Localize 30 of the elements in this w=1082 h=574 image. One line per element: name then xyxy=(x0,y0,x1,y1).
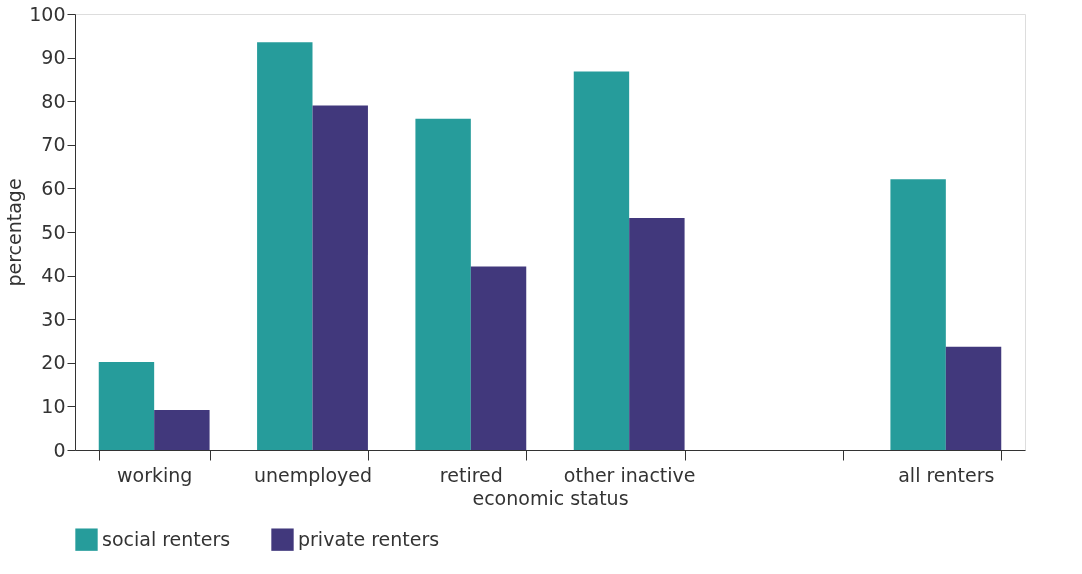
bar xyxy=(945,346,1002,450)
y-tick-label: 10 xyxy=(41,394,66,417)
x-axis-title: economic status xyxy=(472,486,629,509)
y-tick-label: 30 xyxy=(41,307,66,330)
y-tick-label: 90 xyxy=(41,46,66,69)
bar xyxy=(573,71,630,450)
x-tick-label: all renters xyxy=(898,463,995,486)
bar xyxy=(98,361,155,450)
y-tick-label: 40 xyxy=(41,264,66,287)
y-tick-label: 0 xyxy=(53,438,66,461)
y-tick-label: 80 xyxy=(41,89,66,112)
y-tick-label: 20 xyxy=(41,351,66,374)
bar xyxy=(629,218,685,450)
bar xyxy=(415,118,471,450)
x-tick-label: other inactive xyxy=(563,463,696,486)
legend-label: private renters xyxy=(298,527,440,550)
x-tick-label: unemployed xyxy=(253,463,373,486)
bar xyxy=(312,105,368,450)
x-tick-label: retired xyxy=(439,463,503,486)
bar xyxy=(890,179,946,450)
bar xyxy=(154,409,210,450)
y-tick-label: 100 xyxy=(29,2,66,25)
bar xyxy=(257,42,313,450)
y-axis-title: percentage xyxy=(3,178,26,287)
y-tick-label: 70 xyxy=(41,133,66,156)
x-tick-label: working xyxy=(116,463,193,486)
y-tick-label: 60 xyxy=(41,176,66,199)
y-tick-label: 50 xyxy=(41,220,66,243)
legend-label: social renters xyxy=(102,527,231,550)
bar xyxy=(470,266,527,450)
